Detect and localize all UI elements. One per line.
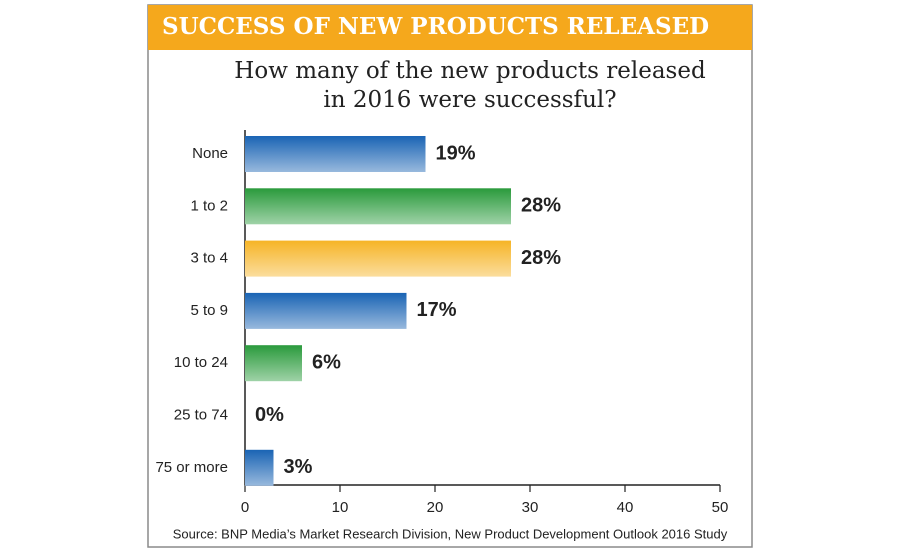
chart-title: SUCCESS OF NEW PRODUCTS RELEASED (162, 13, 709, 40)
value-label: 28% (521, 195, 561, 217)
subtitle: How many of the new products released (234, 58, 706, 84)
bar (245, 449, 274, 486)
bar (245, 136, 426, 172)
header-band (148, 5, 752, 50)
y-tick-label: 75 or more (155, 459, 228, 476)
value-label: 28% (521, 247, 561, 269)
x-tick-label: 30 (522, 499, 539, 516)
value-label: 0% (255, 404, 284, 426)
bar (245, 240, 511, 277)
x-tick-label: 50 (712, 499, 729, 516)
y-tick-label: 25 to 74 (174, 406, 228, 423)
bar (245, 292, 407, 329)
y-tick-label: 1 to 2 (190, 197, 228, 214)
x-tick-label: 40 (617, 499, 634, 516)
value-label: 3% (284, 456, 313, 478)
y-tick-label: 10 to 24 (174, 354, 228, 371)
y-tick-label: None (192, 145, 228, 162)
y-tick-label: 5 to 9 (190, 302, 228, 319)
value-label: 19% (436, 142, 476, 164)
bar (245, 345, 302, 382)
source: Source: BNP Media’s Market Research Divi… (173, 526, 728, 541)
y-tick-label: 3 to 4 (190, 250, 228, 267)
subtitle: in 2016 were successful? (323, 87, 616, 113)
x-tick-label: 20 (427, 499, 444, 516)
x-tick-label: 10 (332, 499, 349, 516)
bar (245, 188, 511, 225)
x-tick-label: 0 (241, 499, 249, 516)
value-label: 6% (312, 351, 341, 373)
value-label: 17% (417, 299, 457, 321)
